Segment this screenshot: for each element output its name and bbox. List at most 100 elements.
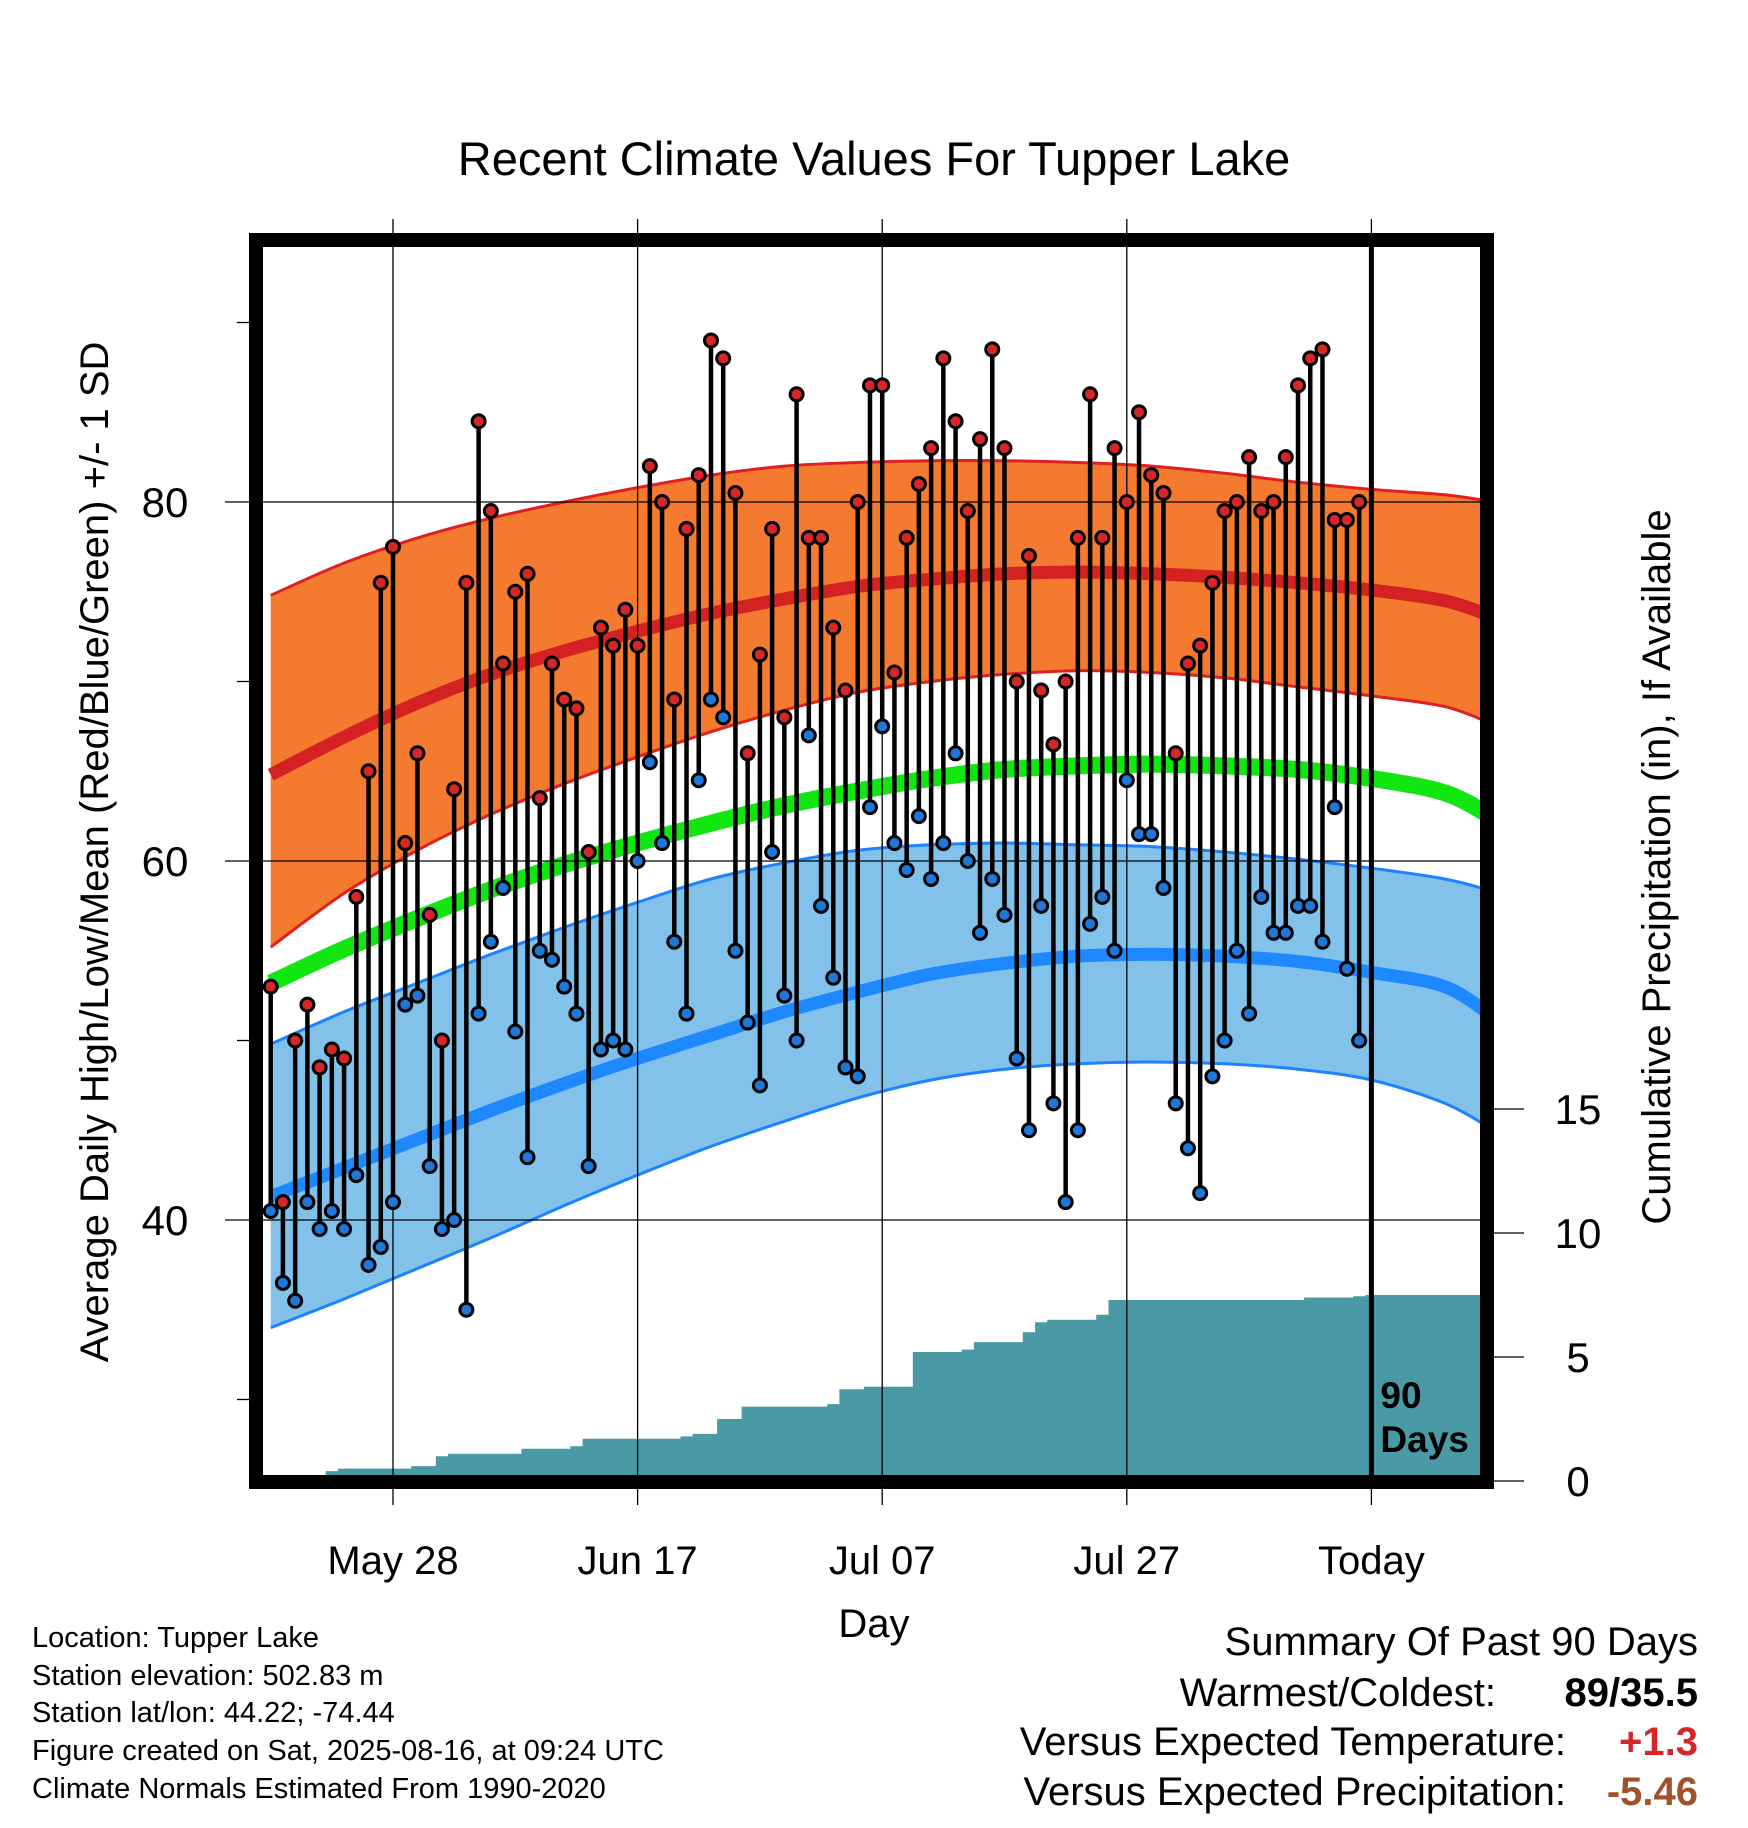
- daily-high-point: [421, 906, 438, 923]
- daily-high-point: [592, 619, 609, 636]
- summary-temp-label: Versus Expected Temperature:: [1019, 1720, 1566, 1764]
- daily-low-point: [849, 1068, 866, 1085]
- low-band-lower-edge: [270, 1060, 1481, 1330]
- daily-low-point: [764, 844, 781, 861]
- daily-low-point: [1082, 915, 1099, 932]
- daily-low-point: [311, 1220, 328, 1237]
- daily-low-point: [654, 835, 671, 852]
- daily-high-point: [825, 619, 842, 636]
- x-tick-label: Jul 07: [829, 1539, 936, 1583]
- x-tick-label: May 28: [327, 1539, 458, 1583]
- daily-high-point: [1228, 494, 1245, 510]
- daily-high-point: [1475, 0, 1488, 7]
- daily-high-point: [947, 413, 964, 430]
- daily-high-point: [898, 529, 915, 546]
- daily-low-point: [1008, 1050, 1025, 1067]
- daily-high-point: [580, 844, 597, 861]
- daily-high-point: [1253, 502, 1270, 519]
- precip-area: [313, 1295, 1481, 1476]
- daily-low-point: [666, 933, 683, 950]
- daily-low-point: [996, 906, 1013, 923]
- daily-high-point: [409, 745, 426, 762]
- daily-high-point: [1118, 494, 1135, 510]
- daily-low-point: [409, 987, 426, 1004]
- daily-low-point: [727, 942, 744, 959]
- daily-low-point: [1414, 0, 1427, 7]
- plot-frame: [249, 233, 1494, 1489]
- daily-low-point: [690, 772, 707, 789]
- daily-low-point: [556, 978, 573, 995]
- daily-low-point: [972, 924, 989, 941]
- daily-high-point: [1265, 494, 1282, 510]
- daily-high-point: [1069, 529, 1086, 546]
- daily-low-point: [397, 996, 414, 1013]
- daily-high-point: [385, 538, 401, 555]
- daily-high-point: [886, 664, 903, 681]
- daily-low-point: [1069, 1122, 1086, 1139]
- daily-low-point: [898, 861, 915, 878]
- daily-high-point: [543, 655, 560, 672]
- y2-axis-label: Cumulative Precipitation (in), If Availa…: [1635, 509, 1679, 1224]
- daily-high-point: [788, 386, 805, 403]
- daily-low-point: [715, 709, 732, 726]
- daily-high-point: [1204, 574, 1221, 591]
- daily-high-point: [348, 888, 365, 905]
- daily-low-point: [641, 754, 658, 771]
- daily-low-point: [299, 1194, 316, 1211]
- daily-low-point: [751, 1077, 768, 1094]
- daily-high-point: [1020, 547, 1037, 564]
- daily-low-point: [1326, 799, 1343, 816]
- daily-low-point: [262, 1203, 279, 1220]
- daily-high-point: [1389, 0, 1402, 7]
- daily-high-point: [336, 1050, 353, 1067]
- x-tick-label: Jul 27: [1073, 1539, 1180, 1583]
- y-tick-label: 60: [142, 838, 189, 885]
- daily-low-point: [739, 1014, 756, 1031]
- daily-high-point: [311, 1059, 328, 1076]
- daily-high-point: [1179, 655, 1196, 672]
- daily-high-point: [1143, 467, 1160, 484]
- daily-low-point: [348, 1167, 365, 1184]
- footer-location: Location: Tupper Lake: [32, 1622, 319, 1654]
- daily-high-point: [837, 682, 854, 699]
- y2-tick-label: 10: [1555, 1210, 1602, 1257]
- daily-low-point: [1302, 897, 1319, 914]
- daily-low-point: [1204, 1068, 1221, 1085]
- summary-precip-value: -5.46: [1606, 1770, 1698, 1814]
- today-marker-label-bottom: Days: [1380, 1419, 1468, 1460]
- daily-high-point: [715, 350, 732, 367]
- daily-low-point: [1045, 1095, 1062, 1112]
- daily-high-point: [764, 520, 781, 537]
- daily-high-point: [1241, 449, 1258, 466]
- y2-tick-label: 5: [1566, 1334, 1589, 1381]
- daily-high-point: [482, 502, 499, 519]
- daily-high-point: [690, 467, 707, 484]
- daily-low-point: [825, 969, 842, 986]
- daily-high-point: [1402, 0, 1415, 7]
- daily-high-point: [323, 1041, 340, 1058]
- daily-high-point: [1057, 673, 1074, 690]
- daily-high-point: [1167, 745, 1184, 762]
- daily-low-point: [678, 1005, 695, 1022]
- daily-high-point: [849, 494, 866, 510]
- daily-low-point: [947, 745, 964, 762]
- daily-high-point: [1192, 637, 1209, 654]
- summary-warm-cold-value: 89/35.5: [1564, 1671, 1698, 1715]
- daily-low-point: [959, 853, 976, 869]
- high-normal-band: [270, 460, 1481, 948]
- daily-low-point: [1487, 0, 1500, 7]
- daily-low-point: [1389, 0, 1402, 7]
- daily-low-point: [1155, 879, 1172, 896]
- daily-low-point: [1314, 933, 1331, 950]
- daily-low-point: [482, 933, 499, 950]
- daily-low-point: [592, 1041, 609, 1058]
- daily-high-point: [1131, 404, 1148, 421]
- daily-low-point: [776, 987, 793, 1004]
- daily-high-point: [984, 341, 1001, 358]
- daily-high-point: [739, 745, 756, 762]
- footer-created: Figure created on Sat, 2025-08-16, at 09…: [32, 1735, 664, 1767]
- daily-low-point: [580, 1158, 597, 1175]
- footer-normals: Climate Normals Estimated From 1990-2020: [32, 1773, 606, 1805]
- daily-high-point: [568, 700, 585, 717]
- daily-low-point: [421, 1158, 438, 1175]
